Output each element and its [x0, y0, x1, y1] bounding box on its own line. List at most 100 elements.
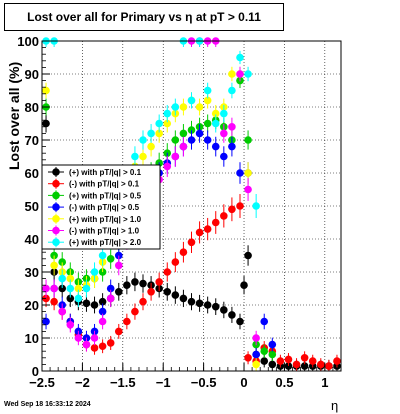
- legend-entry: (+) with pT/|q| > 1.0: [69, 215, 142, 224]
- data-point: [240, 281, 248, 290]
- data-point: [252, 350, 260, 359]
- data-point: [106, 284, 115, 293]
- data-point: [171, 258, 180, 266]
- data-point: [42, 119, 50, 128]
- data-point: [236, 53, 244, 62]
- data-point: [300, 354, 309, 362]
- data-point: [131, 307, 139, 316]
- x-tick-label: −2.5: [29, 375, 55, 390]
- data-point: [98, 251, 107, 260]
- data-point: [98, 307, 107, 316]
- x-tick-label: −1: [156, 375, 171, 390]
- y-tick-label: 20: [25, 298, 39, 313]
- data-point: [252, 202, 260, 210]
- data-point: [90, 344, 99, 352]
- data-point: [276, 357, 285, 365]
- chart-title: Lost over all for Primary vs η at pT > 0…: [4, 3, 284, 31]
- data-point: [155, 278, 163, 286]
- data-point: [203, 301, 212, 309]
- data-point: [220, 212, 228, 220]
- data-point: [300, 362, 309, 370]
- data-point: [316, 360, 325, 369]
- data-point: [244, 185, 252, 194]
- data-point: [179, 103, 188, 111]
- data-point: [203, 86, 212, 95]
- data-point: [211, 218, 220, 227]
- legend-marker: [52, 179, 60, 188]
- data-point: [195, 103, 204, 111]
- data-point: [187, 238, 196, 247]
- data-point: [131, 278, 139, 286]
- data-point: [114, 288, 123, 296]
- data-point: [236, 70, 244, 78]
- x-tick-label: 1: [321, 375, 328, 390]
- data-point: [325, 362, 333, 370]
- data-point: [203, 119, 212, 128]
- y-tick-label: 10: [25, 331, 39, 346]
- data-point: [139, 297, 147, 306]
- data-point: [98, 297, 107, 306]
- data-point: [82, 284, 91, 293]
- data-point: [268, 350, 277, 359]
- legend: (+) with pT/|q| > 0.1 (-) with pT/|q| > 0…: [41, 164, 161, 250]
- data-point: [98, 317, 107, 326]
- legend-marker: [52, 215, 60, 223]
- data-point: [66, 321, 75, 329]
- data-point: [58, 274, 67, 283]
- data-point: [187, 297, 196, 306]
- data-point: [66, 284, 75, 293]
- data-point: [171, 103, 180, 111]
- data-point: [82, 340, 91, 349]
- data-point: [123, 317, 131, 326]
- data-point: [139, 152, 147, 161]
- data-point: [131, 152, 139, 161]
- data-point: [139, 279, 147, 288]
- x-tick-label: −2: [75, 375, 90, 390]
- data-point: [42, 294, 50, 303]
- legend-marker: [52, 203, 60, 211]
- data-point: [284, 355, 293, 364]
- data-point: [211, 302, 220, 311]
- data-point: [42, 317, 50, 326]
- legend-entry: (+) with pT/|q| > 0.5: [69, 191, 142, 200]
- data-point: [50, 251, 58, 260]
- data-point: [187, 126, 196, 134]
- data-point: [155, 119, 163, 128]
- data-point: [228, 311, 236, 319]
- x-tick-label: −1.5: [110, 375, 136, 390]
- data-point: [179, 142, 188, 151]
- data-point: [163, 288, 172, 296]
- data-point: [98, 342, 107, 351]
- data-point: [139, 136, 147, 144]
- data-point: [211, 109, 220, 118]
- data-point: [90, 334, 99, 342]
- data-point: [147, 129, 155, 138]
- data-point: [203, 96, 212, 105]
- data-point: [333, 357, 341, 365]
- data-point: [236, 317, 244, 326]
- data-point: [50, 261, 58, 270]
- y-tick-label: 70: [25, 133, 39, 148]
- data-point: [260, 347, 269, 356]
- data-point: [58, 258, 67, 266]
- data-point: [252, 334, 260, 342]
- data-point: [179, 248, 188, 256]
- y-axis-label: Lost over all (%): [6, 61, 22, 170]
- x-axis-label: η: [331, 398, 339, 413]
- data-point: [114, 261, 123, 270]
- data-point: [90, 301, 99, 309]
- data-point: [171, 152, 180, 161]
- data-point: [260, 317, 269, 326]
- data-point: [260, 357, 269, 365]
- data-point: [163, 109, 172, 118]
- data-point: [228, 205, 236, 214]
- data-point: [187, 96, 196, 105]
- data-point: [244, 169, 252, 177]
- data-point: [220, 129, 228, 138]
- data-point: [74, 294, 83, 303]
- data-point: [244, 354, 252, 362]
- data-point: [147, 142, 155, 151]
- data-point: [74, 334, 83, 342]
- data-point: [50, 284, 58, 293]
